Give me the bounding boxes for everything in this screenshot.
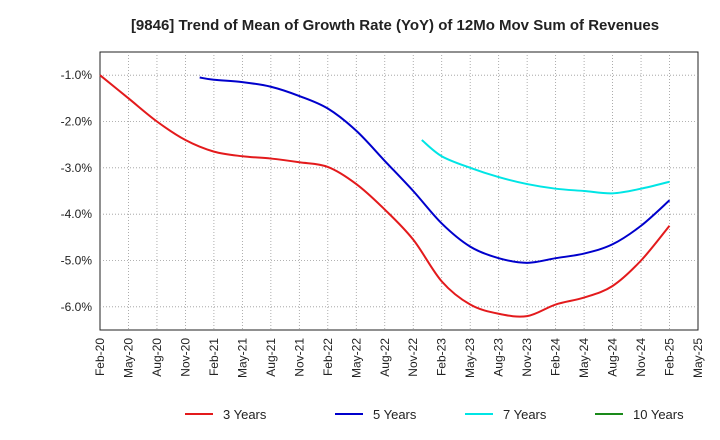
- x-tick-label: May-23: [463, 338, 477, 378]
- legend-label-5-years: 5 Years: [373, 407, 417, 422]
- x-tick-label: Feb-22: [321, 338, 335, 376]
- series-group: [99, 74, 671, 318]
- x-tick-label: Nov-22: [406, 338, 420, 377]
- plot-area: [99, 51, 699, 331]
- x-tick-label: Nov-23: [520, 338, 534, 377]
- y-tick-label: -6.0%: [61, 300, 93, 314]
- legend-label-7-years: 7 Years: [503, 407, 547, 422]
- x-tick-label: Feb-25: [663, 338, 677, 376]
- y-tick-label: -5.0%: [61, 254, 93, 268]
- y-tick-label: -1.0%: [61, 68, 93, 82]
- x-tick-label: Aug-24: [606, 338, 620, 377]
- x-tick-label: May-25: [691, 338, 705, 378]
- x-tick-label: Nov-24: [634, 338, 648, 377]
- x-tick-label: Aug-21: [264, 338, 278, 377]
- legend-label-10-years: 10 Years: [633, 407, 684, 422]
- x-tick-label: Feb-24: [549, 338, 563, 376]
- series-line-3-years: [99, 74, 671, 318]
- x-tick-label: Nov-20: [178, 338, 192, 377]
- y-tick-label: -2.0%: [61, 115, 93, 129]
- x-tick-label: Nov-21: [292, 338, 306, 377]
- series-line-5-years: [199, 76, 671, 264]
- x-tick-label: May-24: [577, 338, 591, 378]
- x-tick-label: Aug-23: [492, 338, 506, 377]
- series-line-7-years: [421, 139, 670, 195]
- x-tick-label: Feb-20: [93, 338, 107, 376]
- x-tick-label: May-22: [349, 338, 363, 378]
- legend-label-3-years: 3 Years: [223, 407, 267, 422]
- x-tick-label: Aug-22: [378, 338, 392, 377]
- x-tick-label: Feb-23: [435, 338, 449, 376]
- plot-frame: [99, 51, 699, 331]
- y-axis: -1.0% -2.0% -3.0% -4.0% -5.0% -6.0%: [61, 68, 93, 314]
- x-tick-label: Aug-20: [150, 338, 164, 377]
- y-tick-label: -3.0%: [61, 161, 93, 175]
- x-tick-label: May-20: [121, 338, 135, 378]
- x-tick-label: May-21: [235, 338, 249, 378]
- chart-title: [9846] Trend of Mean of Growth Rate (YoY…: [131, 17, 659, 34]
- x-tick-label: Feb-21: [207, 338, 221, 376]
- y-tick-label: -4.0%: [61, 207, 93, 221]
- x-axis: Feb-20 May-20 Aug-20 Nov-20 Feb-21 May-21 Aug-…: [93, 338, 705, 378]
- legend: 3 Years 5 Years 7 Years 10 Years: [185, 407, 684, 422]
